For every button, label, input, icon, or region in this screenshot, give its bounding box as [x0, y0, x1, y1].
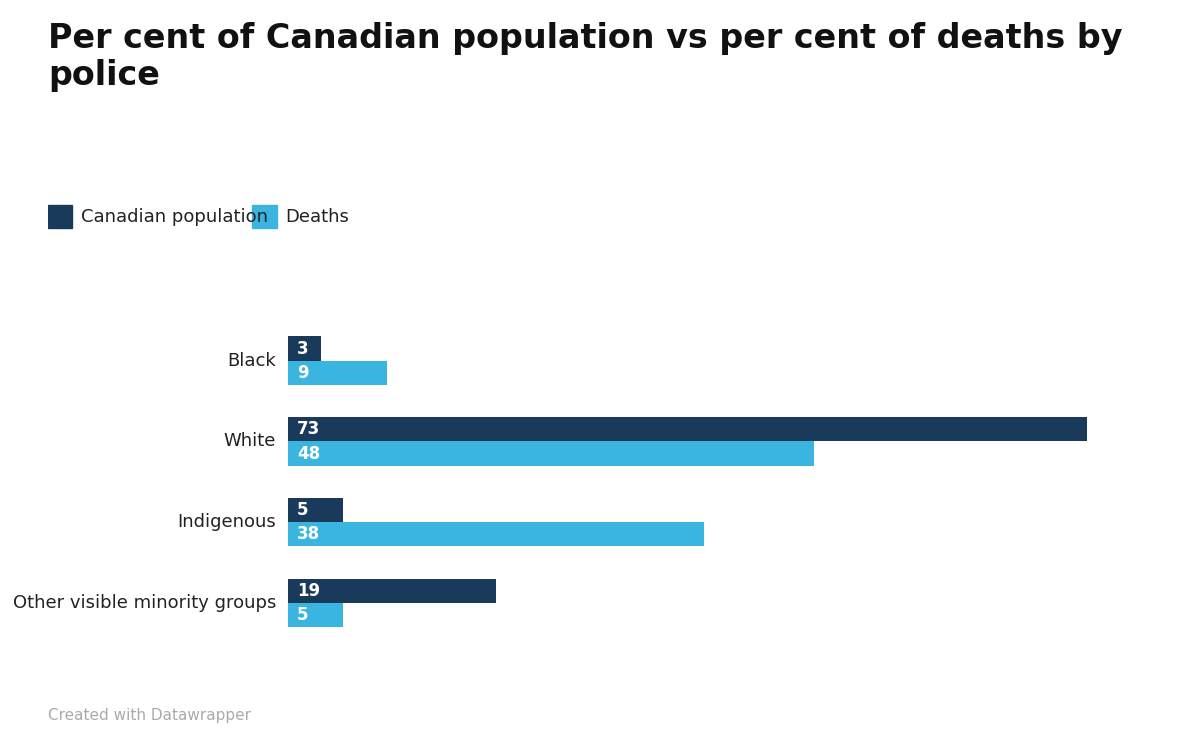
Text: Other visible minority groups: Other visible minority groups [13, 594, 276, 612]
Text: Indigenous: Indigenous [178, 513, 276, 531]
Bar [288, 498, 343, 522]
Text: 19: 19 [296, 582, 320, 600]
Bar [288, 522, 704, 547]
Text: 48: 48 [296, 445, 320, 463]
Text: Deaths: Deaths [286, 208, 349, 226]
Text: Per cent of Canadian population vs per cent of deaths by
police: Per cent of Canadian population vs per c… [48, 22, 1122, 92]
Text: 3: 3 [296, 339, 308, 358]
Text: White: White [223, 432, 276, 450]
Text: 73: 73 [296, 420, 320, 438]
Bar [288, 337, 320, 361]
Text: Black: Black [227, 352, 276, 369]
Text: 5: 5 [296, 606, 308, 624]
Bar [48, 205, 72, 228]
Text: Canadian population: Canadian population [82, 208, 268, 226]
Bar [288, 579, 496, 603]
Text: 5: 5 [296, 501, 308, 519]
Text: 38: 38 [296, 526, 320, 543]
Bar [288, 442, 814, 466]
Text: 9: 9 [296, 364, 308, 382]
Text: Created with Datawrapper: Created with Datawrapper [48, 707, 251, 723]
Bar [252, 205, 276, 228]
Bar [288, 417, 1087, 442]
Bar [288, 361, 386, 385]
Bar [288, 603, 343, 627]
